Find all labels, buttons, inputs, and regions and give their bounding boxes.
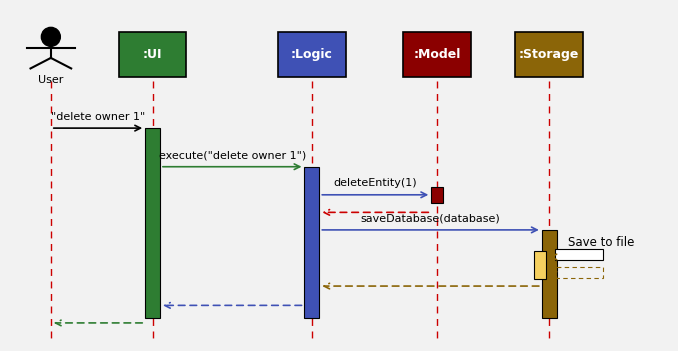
Bar	[542, 230, 557, 318]
FancyBboxPatch shape	[555, 249, 603, 260]
Bar	[304, 167, 319, 318]
Ellipse shape	[41, 27, 60, 46]
Text: saveDatabase(database): saveDatabase(database)	[361, 214, 500, 224]
Bar	[534, 251, 546, 279]
Text: Save to file: Save to file	[568, 236, 635, 249]
Text: "delete owner 1": "delete owner 1"	[51, 112, 145, 122]
Text: :UI: :UI	[143, 48, 162, 61]
Bar	[431, 187, 443, 203]
Text: :Logic: :Logic	[291, 48, 333, 61]
Text: :Storage: :Storage	[519, 48, 580, 61]
FancyBboxPatch shape	[119, 32, 186, 77]
FancyBboxPatch shape	[278, 32, 346, 77]
Text: execute("delete owner 1"): execute("delete owner 1")	[159, 151, 306, 160]
Text: deleteEntity(1): deleteEntity(1)	[334, 179, 417, 188]
Bar	[145, 128, 160, 318]
Text: :Model: :Model	[414, 48, 461, 61]
Text: User: User	[38, 75, 64, 85]
FancyBboxPatch shape	[515, 32, 583, 77]
FancyBboxPatch shape	[403, 32, 471, 77]
